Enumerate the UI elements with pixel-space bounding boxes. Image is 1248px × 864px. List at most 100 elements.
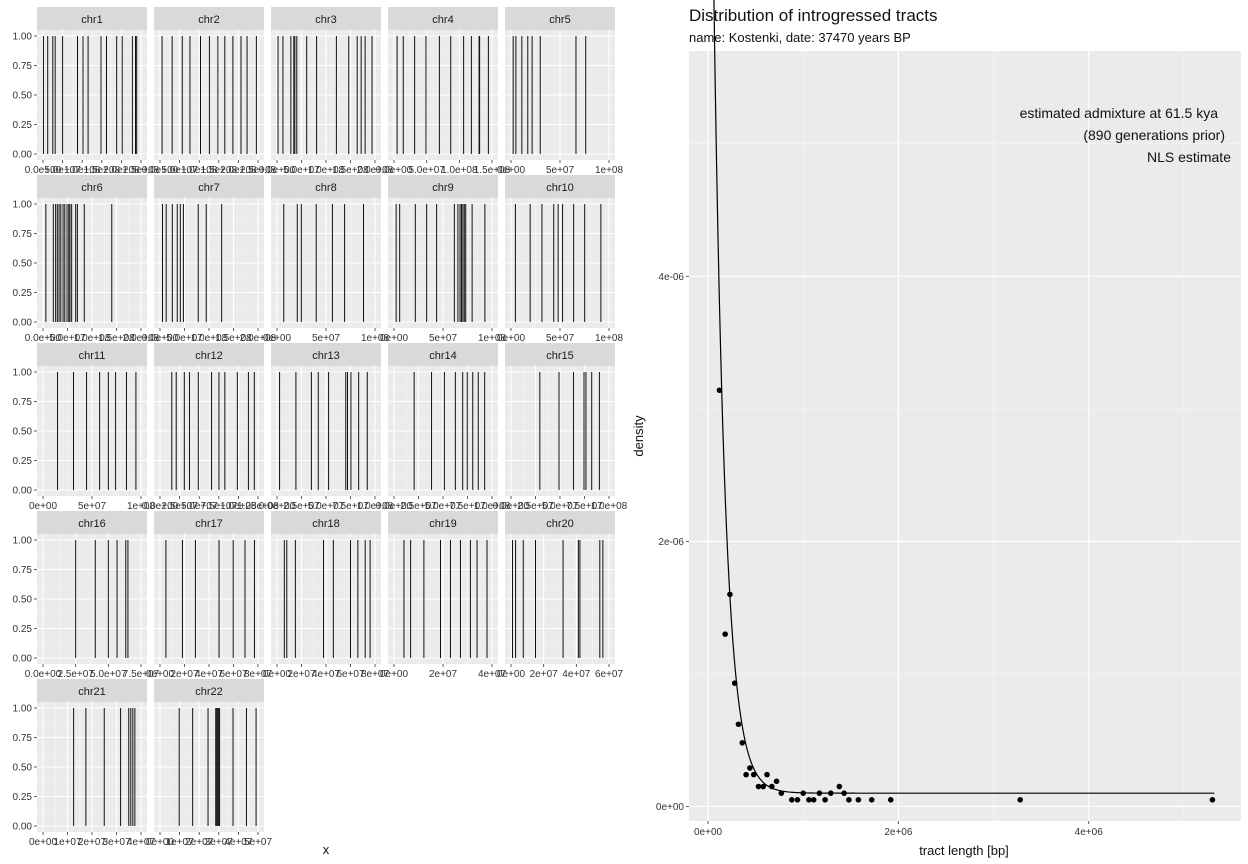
x-tick-label: 5e+07 <box>429 333 458 344</box>
x-tick-label: 2.5e+08 <box>123 165 160 176</box>
facet-strip-label: chr6 <box>81 182 102 194</box>
x-tick-label: 7.5e+07 <box>201 501 238 512</box>
facet-strip-label: chr9 <box>432 182 453 194</box>
data-point <box>760 783 767 790</box>
facet-chr3: chr3 0.0e+005.0e+071.0e+081.5e+082.0e+08 <box>259 7 394 176</box>
x-tick-label: 5.0e+07 <box>49 333 86 344</box>
x-tick-label: 2.5e+08 <box>240 165 277 176</box>
x-tick-label: 5e+07 <box>312 333 341 344</box>
x-tick-label: 1e+08 <box>595 165 624 176</box>
x-tick-label: 2e+07 <box>170 669 199 680</box>
facet-strip-label: chr13 <box>312 350 340 362</box>
facet-strip <box>154 679 264 702</box>
y-tick-label: 0.25 <box>13 624 33 635</box>
fit-curve <box>713 0 1215 794</box>
x-tick-label: 3e+07 <box>102 837 131 848</box>
facet-strip-label: chr12 <box>195 350 223 362</box>
x-tick-label: 0e+00 <box>380 669 409 680</box>
data-point <box>722 631 728 637</box>
x-tick-label: 2e+07 <box>429 669 458 680</box>
facet-strip-label: chr8 <box>315 182 336 194</box>
y-tick-label: 0.50 <box>13 259 33 270</box>
facet-chr11: chr11 0.00 0.25 0.50 0.75 1.00 0e+00 5e+07 1e+08 <box>13 343 156 512</box>
facet-strip-label: chr19 <box>429 518 457 530</box>
chart-subtitle: name: Kostenki, date: 37470 years BP <box>689 30 911 45</box>
data-point <box>731 680 738 686</box>
x-tick-label: 1e+07 <box>53 837 82 848</box>
x-tick-label: 5.0e+07 <box>90 669 127 680</box>
facet-strip-label: chr20 <box>546 518 574 530</box>
facet-strip <box>154 7 264 30</box>
x-tick-label: 4e+07 <box>195 669 224 680</box>
y-tick-label: 1.00 <box>13 536 33 547</box>
x-tick-label: 0e+00 <box>380 333 409 344</box>
x-tick-label: 2.5e+07 <box>57 669 94 680</box>
faceted-tract-plots: chr1 0.00 0.25 0.50 0.75 1.00 0.0e+00 5.0e+07 1.… <box>13 7 628 848</box>
facet-chr19: chr19 0e+00 2e+07 4e+07 <box>380 511 506 680</box>
data-point <box>846 796 852 803</box>
x-tick-label: 4e+07 <box>127 837 156 848</box>
data-point <box>855 796 862 803</box>
data-point <box>822 796 828 803</box>
x-tick-label: 1.5e+08 <box>84 165 121 176</box>
x-tick-label: 0e+00 <box>694 827 723 838</box>
facet-strip-label: chr21 <box>78 686 106 698</box>
x-tick-label: 0e+00 <box>497 333 526 344</box>
y-tick-label: 4e-06 <box>658 272 684 283</box>
facet-strip-label: chr1 <box>81 14 102 26</box>
x-tick-label: 1e+08 <box>127 501 156 512</box>
x-tick-label: 1.0e+08 <box>308 165 345 176</box>
x-tick-label: 7.5e+07 <box>332 501 369 512</box>
y-tick-label: 0.50 <box>13 763 33 774</box>
fit-annotation-line: NLS estimate <box>1147 149 1231 165</box>
x-tick-label: 0.0e+00 <box>142 165 179 176</box>
data-point <box>810 796 817 803</box>
x-tick-label: 4e+07 <box>562 669 591 680</box>
facet-chr20: chr20 0e+00 2e+07 4e+07 6e+07 <box>497 511 623 680</box>
facet-x-axis-label: x <box>323 842 330 857</box>
x-tick-label: 1e+08 <box>478 333 507 344</box>
facet-strip <box>37 343 147 366</box>
facet-chr5: chr5 0e+00 5e+07 1e+08 <box>497 7 624 176</box>
x-tick-label: 1.0e+08 <box>591 501 628 512</box>
x-tick-label: 0.0e+00 <box>25 669 62 680</box>
y-tick-label: 0.75 <box>13 229 33 240</box>
chart-title: Distribution of introgressed tracts <box>689 6 938 25</box>
x-tick-label: 5e+07 <box>546 165 575 176</box>
facet-chr12: chr12 0.0e+002.5e+075.0e+077.5e+071.0e+08… <box>142 343 279 512</box>
x-tick-label: 2.0e+08 <box>103 165 140 176</box>
x-tick-label: 0e+00 <box>263 669 292 680</box>
x-tick-label: 2.0e+08 <box>240 333 277 344</box>
facet-strip <box>154 343 264 366</box>
x-tick-label: 0.0e+00 <box>25 165 62 176</box>
y-tick-label: 0.50 <box>13 91 33 102</box>
data-point <box>778 790 785 796</box>
y-tick-label: 0.75 <box>13 565 33 576</box>
data-point <box>769 783 775 790</box>
y-tick-label: 1.00 <box>13 368 33 379</box>
x-tick-label: 1.0e+08 <box>474 501 511 512</box>
x-tick-label: 1e+07 <box>166 837 195 848</box>
y-tick-label: 0.00 <box>13 150 33 161</box>
facet-chr14: chr14 0.0e+002.5e+075.0e+077.5e+071.0e+08 <box>376 343 511 512</box>
facet-chr13: chr13 0.0e+002.5e+075.0e+077.5e+071.0e+08 <box>259 343 394 512</box>
x-tick-label: 0e+00 <box>29 501 58 512</box>
facet-strip <box>271 511 381 534</box>
facet-strip-label: chr14 <box>429 350 457 362</box>
x-tick-label: 5.0e+07 <box>542 501 579 512</box>
x-tick-label: 2e+07 <box>185 837 214 848</box>
y-tick-label: 0.50 <box>13 427 33 438</box>
facet-strip-label: chr18 <box>312 518 340 530</box>
x-tick-label: 5.0e+07 <box>408 165 445 176</box>
x-tick-label: 7.5e+07 <box>449 501 486 512</box>
x-tick-label: 2.5e+07 <box>161 501 198 512</box>
y-axis-label: density <box>631 415 646 457</box>
x-tick-label: 1.5e+08 <box>332 165 369 176</box>
facet-strip <box>37 679 147 702</box>
facet-strip-label: chr7 <box>198 182 219 194</box>
facet-chr6: chr60.000.250.500.751.000.0e+005.0e+071.… <box>13 175 160 344</box>
x-tick-label: 1.0e+08 <box>64 165 101 176</box>
y-tick-label: 0.50 <box>13 595 33 606</box>
